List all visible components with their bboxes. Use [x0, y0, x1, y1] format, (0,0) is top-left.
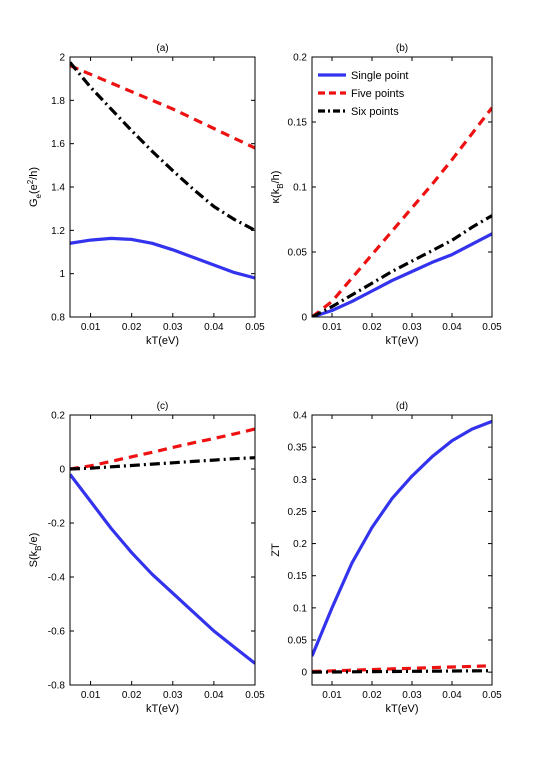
x-axis-label: kT(eV) — [386, 703, 419, 715]
series-line-five-points — [312, 664, 492, 674]
chart-panel-d: 0.01 0.02 0.03 0.04 0.05 0 0.05 0.1 0.15 0.2 0.25 0… — [270, 401, 502, 715]
x-tick-label: 0.01 — [322, 322, 342, 333]
legend-label: Six points — [351, 106, 399, 118]
series-line-five-points — [312, 106, 492, 317]
y-tick-label: 1.6 — [51, 139, 65, 150]
y-axis-label: ZT — [270, 543, 282, 557]
series-line-single-point — [70, 236, 255, 280]
x-tick-label: 0.01 — [322, 690, 342, 701]
x-axis-label: kT(eV) — [146, 703, 179, 715]
axes-frame — [69, 414, 256, 686]
y-tick-label: 0.1 — [293, 603, 307, 614]
series-line-six-points — [312, 669, 492, 674]
y-tick-label: 0.25 — [288, 507, 308, 518]
series-line-six-points — [312, 214, 492, 317]
x-tick-label: 0.04 — [204, 690, 224, 701]
y-tick-label: 1.2 — [51, 226, 65, 237]
chart-title: (c) — [157, 401, 169, 412]
y-tick-label: 0.15 — [288, 118, 308, 129]
x-tick-label: 0.01 — [81, 322, 101, 333]
y-tick-label: 0.4 — [293, 411, 307, 422]
x-tick-label: 0.04 — [442, 690, 462, 701]
y-tick-label: 0.2 — [293, 539, 307, 550]
y-tick-label: 0.3 — [293, 475, 307, 486]
x-axis-label: kT(eV) — [146, 335, 179, 347]
chart-title: (d) — [396, 401, 408, 412]
x-tick-label: 0.04 — [204, 322, 224, 333]
y-tick-label: 0.2 — [51, 411, 65, 422]
chart-panel-c: 0.01 0.02 0.03 0.04 0.05 -0.8 -0.6 -0.4 -0.2 0 0.2… — [28, 401, 265, 715]
x-tick-label: 0.01 — [81, 690, 101, 701]
x-tick-label: 0.02 — [362, 690, 382, 701]
y-tick-label: 0 — [301, 313, 307, 324]
chart-panel-b: 0.01 0.02 0.03 0.04 0.05 0 0.05 0.1 0.15 0.2 (b) kT… — [270, 43, 502, 347]
y-tick-label: 0 — [301, 668, 307, 679]
y-tick-label: 0.2 — [293, 53, 307, 64]
series-line-single-point — [312, 232, 492, 317]
x-tick-label: 0.05 — [482, 690, 502, 701]
y-tick-label: 0.8 — [51, 313, 65, 324]
series-line-five-points — [70, 427, 255, 471]
y-tick-label: -0.8 — [48, 681, 66, 692]
y-tick-label: 0.05 — [288, 248, 308, 259]
legend-label: Five points — [351, 88, 405, 100]
series-line-single-point — [312, 419, 492, 657]
y-tick-label: 1.4 — [51, 183, 65, 194]
y-tick-label: -0.4 — [48, 573, 66, 584]
chart-title: (a) — [156, 43, 168, 54]
y-tick-label: 1.8 — [51, 96, 65, 107]
axes-frame — [311, 414, 493, 686]
x-tick-label: 0.05 — [245, 690, 265, 701]
x-tick-label: 0.02 — [122, 322, 142, 333]
x-tick-label: 0.03 — [402, 690, 422, 701]
y-tick-label: 0 — [59, 465, 65, 476]
series-line-six-points — [70, 456, 255, 471]
legend-label: Single point — [351, 70, 409, 82]
y-tick-label: -0.6 — [48, 627, 66, 638]
x-tick-label: 0.02 — [122, 690, 142, 701]
chart-title: (b) — [396, 43, 408, 54]
y-axis-label: Ge(e2/h) — [26, 167, 43, 207]
x-tick-label: 0.02 — [362, 322, 382, 333]
y-axis-label: S(kB/e) — [28, 533, 43, 568]
legend: Single point Five points Six points — [318, 70, 409, 118]
y-axis-label: κ(kB/h) — [270, 171, 285, 204]
x-tick-label: 0.04 — [442, 322, 462, 333]
series-line-six-points — [70, 61, 255, 232]
y-tick-label: 0.15 — [288, 571, 308, 582]
x-axis-label: kT(eV) — [386, 335, 419, 347]
series-line-single-point — [70, 473, 255, 665]
x-tick-label: 0.03 — [163, 322, 183, 333]
y-tick-label: 0.05 — [288, 636, 308, 647]
x-tick-label: 0.03 — [163, 690, 183, 701]
y-tick-label: 1 — [59, 269, 65, 280]
y-tick-label: 2 — [59, 53, 65, 64]
series-line-five-points — [70, 64, 255, 150]
x-tick-label: 0.05 — [245, 322, 265, 333]
y-tick-label: 0.1 — [293, 183, 307, 194]
chart-panel-a: 0.01 0.02 0.03 0.04 0.05 0.8 1 1.2 1.4 1.6 1.8 2 (a)… — [26, 43, 265, 347]
y-tick-label: -0.2 — [48, 519, 66, 530]
y-tick-label: 0.35 — [288, 443, 308, 454]
x-tick-label: 0.03 — [402, 322, 422, 333]
x-tick-label: 0.05 — [482, 322, 502, 333]
